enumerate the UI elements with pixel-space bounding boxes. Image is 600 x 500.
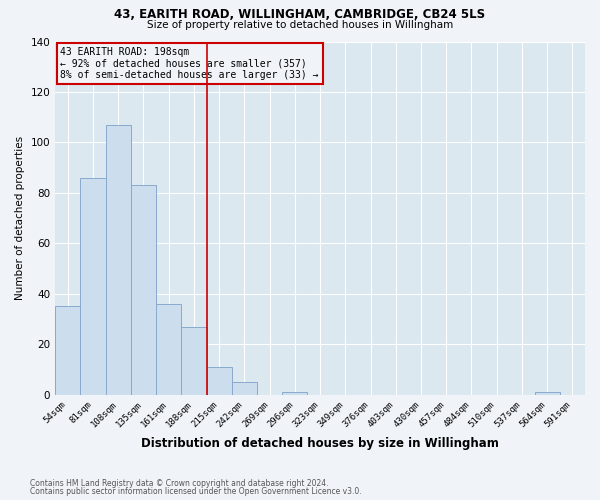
Bar [80,178,106,394]
Bar [181,326,206,394]
Bar [232,382,257,394]
Text: 43 EARITH ROAD: 198sqm
← 92% of detached houses are smaller (357)
8% of semi-det: 43 EARITH ROAD: 198sqm ← 92% of detached… [61,47,319,80]
X-axis label: Distribution of detached houses by size in Willingham: Distribution of detached houses by size … [141,437,499,450]
Text: Size of property relative to detached houses in Willingham: Size of property relative to detached ho… [147,20,453,30]
Bar [535,392,560,394]
Bar [156,304,181,394]
Text: 43, EARITH ROAD, WILLINGHAM, CAMBRIDGE, CB24 5LS: 43, EARITH ROAD, WILLINGHAM, CAMBRIDGE, … [115,8,485,20]
Text: Contains public sector information licensed under the Open Government Licence v3: Contains public sector information licen… [30,487,362,496]
Text: Contains HM Land Registry data © Crown copyright and database right 2024.: Contains HM Land Registry data © Crown c… [30,478,329,488]
Bar [55,306,80,394]
Bar [106,124,131,394]
Bar [206,367,232,394]
Y-axis label: Number of detached properties: Number of detached properties [15,136,25,300]
Bar [282,392,307,394]
Bar [131,186,156,394]
